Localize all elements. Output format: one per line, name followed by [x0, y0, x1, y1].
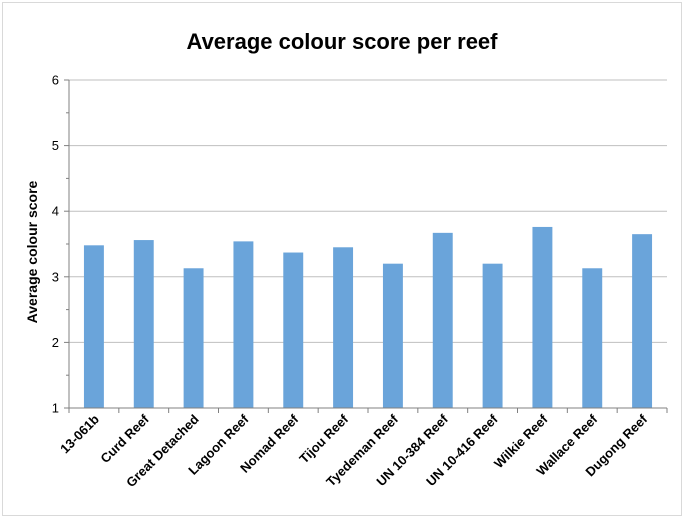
bar-tyedeman-reef — [382, 263, 403, 408]
y-tick-label: 2 — [52, 335, 59, 350]
chart-title: Average colour score per reef — [187, 29, 499, 54]
bar-un-10-416-reef — [482, 263, 503, 408]
y-tick-label: 5 — [52, 138, 59, 153]
y-tick-label: 4 — [52, 204, 59, 219]
chart-frame: Average colour score per reef Average co… — [2, 2, 682, 516]
bar-wallace-reef — [582, 268, 603, 408]
axes — [64, 79, 668, 413]
x-tick-label: 13-061b — [57, 411, 102, 456]
y-tick-label: 6 — [52, 73, 59, 88]
y-tick-label: 3 — [52, 269, 59, 284]
bar-nomad-reef — [283, 252, 304, 408]
gridlines — [69, 79, 667, 343]
bar-lagoon-reef — [233, 241, 254, 408]
bar-chart: Average colour score per reef Average co… — [24, 29, 668, 490]
bar-13-061b — [83, 245, 104, 408]
y-tick-label: 1 — [52, 401, 59, 416]
bar-wilkie-reef — [532, 226, 553, 408]
bar-un-10-384-reef — [432, 232, 453, 408]
bars — [83, 226, 653, 408]
bar-tijou-reef — [333, 247, 354, 408]
y-axis-title: Average colour score — [24, 180, 40, 323]
bar-dugong-reef — [632, 234, 653, 408]
y-tick-labels: 1 2 3 4 5 6 — [52, 73, 59, 416]
bar-curd-reef — [133, 240, 154, 408]
bar-great-detached — [183, 268, 204, 408]
